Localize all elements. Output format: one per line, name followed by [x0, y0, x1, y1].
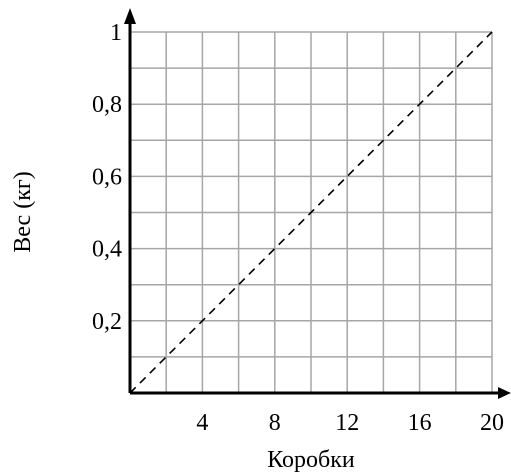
y-tick-label: 0,8 [92, 92, 122, 118]
y-tick-labels: 0,2 0,4 0,6 0,8 1 [92, 20, 122, 335]
y-tick-label: 0,2 [92, 309, 122, 335]
y-axis-arrow [124, 8, 136, 24]
x-tick-label: 8 [269, 410, 281, 436]
y-tick-label: 1 [110, 20, 122, 46]
y-tick-label: 0,4 [92, 237, 122, 263]
x-tick-labels: 4 8 12 16 20 [196, 410, 504, 436]
x-tick-label: 4 [196, 410, 208, 436]
axes [124, 8, 511, 399]
x-axis-title: Коробки [267, 447, 355, 473]
x-axis-arrow [498, 387, 511, 399]
x-tick-label: 12 [335, 410, 359, 436]
y-tick-label: 0,6 [92, 164, 122, 190]
x-tick-label: 16 [408, 410, 432, 436]
series-line [129, 31, 493, 394]
y-axis-title: Вес (кг) [10, 171, 36, 252]
series-layer [129, 31, 493, 394]
x-tick-label: 20 [480, 410, 504, 436]
